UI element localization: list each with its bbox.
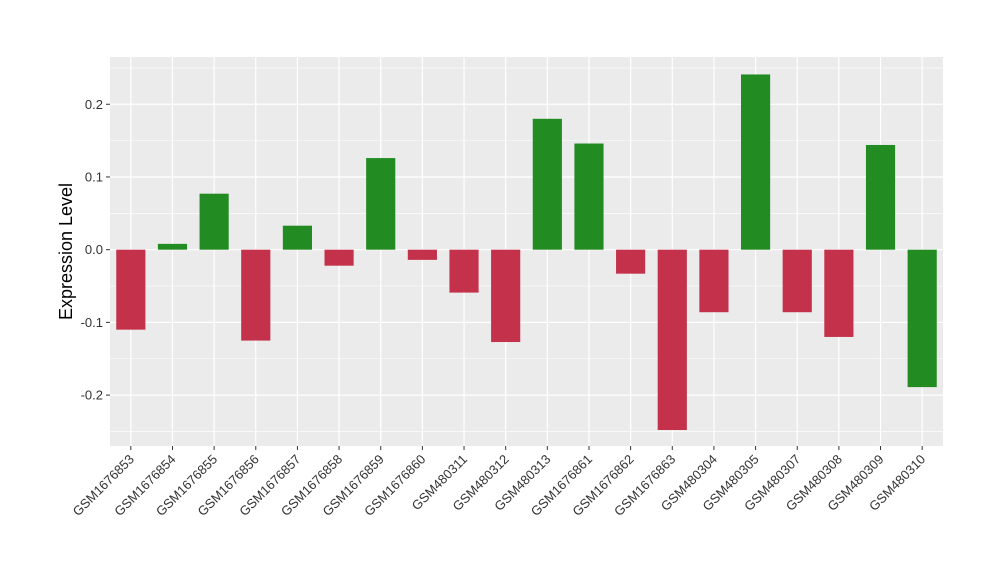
bar-GSM1676857	[282, 225, 313, 250]
bar-GSM1676854	[157, 243, 188, 250]
y-axis: -0.2 -0.1 0.0 0.1 0.2	[81, 97, 110, 403]
plot-panel	[110, 57, 943, 446]
y-tick-label: 0.2	[85, 97, 103, 112]
bar-GSM480308	[824, 249, 854, 337]
bar-GSM1676858	[324, 249, 354, 266]
bar-GSM480307	[782, 249, 812, 313]
bar-GSM1676853	[116, 249, 146, 330]
bar-GSM480309	[865, 144, 896, 250]
bar-GSM480310	[907, 249, 937, 388]
bar-GSM1676861	[574, 143, 604, 250]
bar-GSM1676859	[366, 158, 396, 250]
bar-GSM1676862	[616, 249, 646, 274]
bar-GSM480311	[449, 249, 479, 293]
bar-GSM1676855	[199, 193, 229, 250]
bar-GSM480312	[491, 249, 521, 343]
y-tick-label: -0.1	[81, 315, 103, 330]
x-axis: GSM1676853GSM1676854GSM1676855GSM1676856…	[70, 446, 928, 519]
bar-GSM1676863	[657, 249, 687, 431]
bar-GSM480305	[740, 74, 771, 250]
bars	[116, 74, 937, 431]
bar-GSM480313	[532, 118, 562, 250]
bar-GSM1676856	[241, 249, 271, 341]
bar-GSM1676860	[407, 249, 437, 260]
y-tick-label: -0.2	[81, 388, 103, 403]
bar-GSM480304	[699, 249, 729, 313]
y-tick-label: 0.0	[85, 242, 103, 257]
y-axis-title: Expression Level	[56, 183, 76, 320]
y-tick-label: 0.1	[85, 169, 103, 184]
